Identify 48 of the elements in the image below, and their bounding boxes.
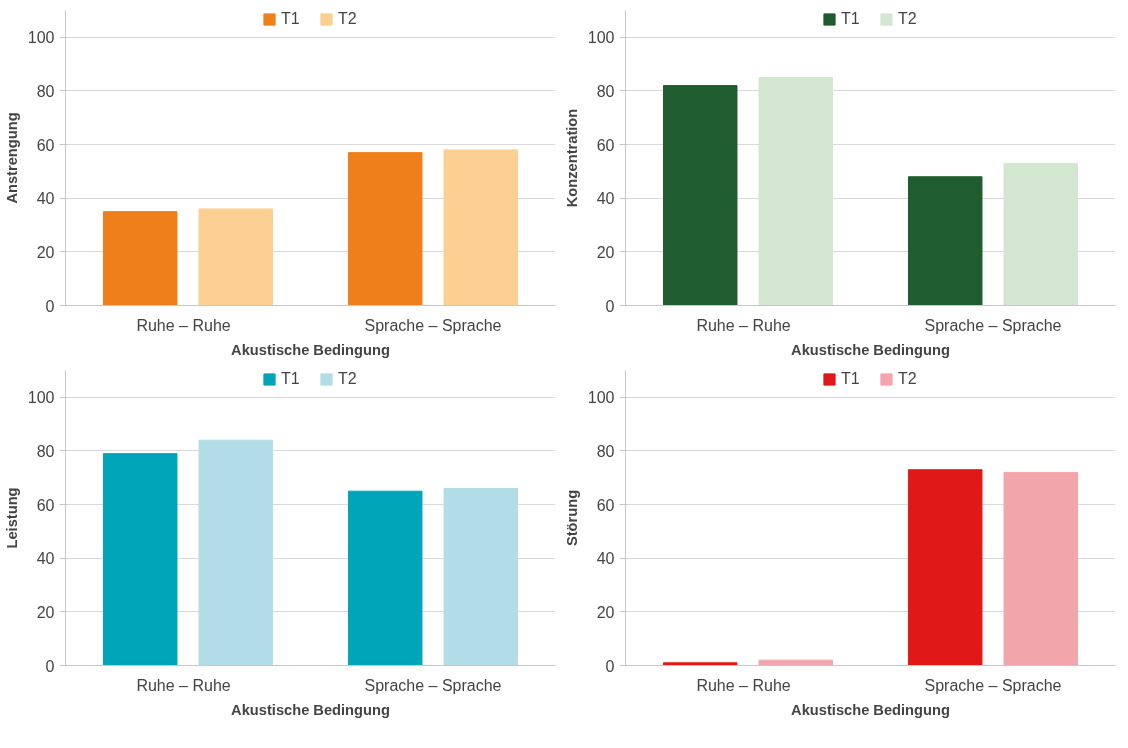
y-tick-label: 60 xyxy=(36,136,55,154)
y-tick-label: 0 xyxy=(605,297,615,315)
y-tick-label: 0 xyxy=(605,657,615,675)
x-tick-label: Sprache – Sprache xyxy=(364,676,502,694)
y-tick-label: 100 xyxy=(587,389,615,407)
y-axis-title: Störung xyxy=(563,489,580,547)
legend-label: T2 xyxy=(338,370,358,388)
y-tick-label: 20 xyxy=(596,603,615,621)
y-tick-label: 80 xyxy=(36,442,55,460)
y-tick-label: 60 xyxy=(596,136,615,154)
x-tick-label: Sprache – Sprache xyxy=(924,316,1062,334)
x-tick-label: Ruhe – Ruhe xyxy=(696,676,791,694)
legend-label: T2 xyxy=(898,370,918,388)
y-tick-label: 40 xyxy=(596,190,615,208)
legend-label: T2 xyxy=(898,10,918,28)
y-tick-label: 40 xyxy=(36,550,55,568)
y-axis-title: Konzentration xyxy=(563,108,580,208)
y-tick-label: 20 xyxy=(36,603,55,621)
x-tick-label: Ruhe – Ruhe xyxy=(696,316,791,334)
y-tick-label: 80 xyxy=(596,442,615,460)
x-axis-title: Akustische Bedingung xyxy=(791,701,950,718)
y-tick-label: 80 xyxy=(596,82,615,100)
y-tick-label: 20 xyxy=(596,243,615,261)
y-tick-label: 100 xyxy=(27,29,55,47)
legend-label: T2 xyxy=(338,10,358,28)
x-tick-label: Sprache – Sprache xyxy=(924,676,1062,694)
legend-label: T1 xyxy=(841,10,861,28)
x-axis-title: Akustische Bedingung xyxy=(231,341,390,358)
y-axis-title: Leistung xyxy=(3,487,20,549)
x-tick-label: Ruhe – Ruhe xyxy=(136,316,231,334)
y-tick-label: 0 xyxy=(45,657,55,675)
x-tick-label: Ruhe – Ruhe xyxy=(136,676,231,694)
y-tick-label: 80 xyxy=(36,82,55,100)
y-tick-label: 100 xyxy=(587,29,615,47)
x-axis-title: Akustische Bedingung xyxy=(791,341,950,358)
y-tick-label: 60 xyxy=(36,496,55,514)
legend-label: T1 xyxy=(281,10,301,28)
x-tick-label: Sprache – Sprache xyxy=(364,316,502,334)
y-axis-title: Anstrengung xyxy=(3,112,20,204)
y-tick-label: 0 xyxy=(45,297,55,315)
legend-label: T1 xyxy=(281,370,301,388)
y-tick-label: 40 xyxy=(596,550,615,568)
x-axis-title: Akustische Bedingung xyxy=(231,701,390,718)
y-tick-label: 100 xyxy=(27,389,55,407)
y-tick-label: 40 xyxy=(36,190,55,208)
y-tick-label: 20 xyxy=(36,243,55,261)
legend-label: T1 xyxy=(841,370,861,388)
y-tick-label: 60 xyxy=(596,496,615,514)
